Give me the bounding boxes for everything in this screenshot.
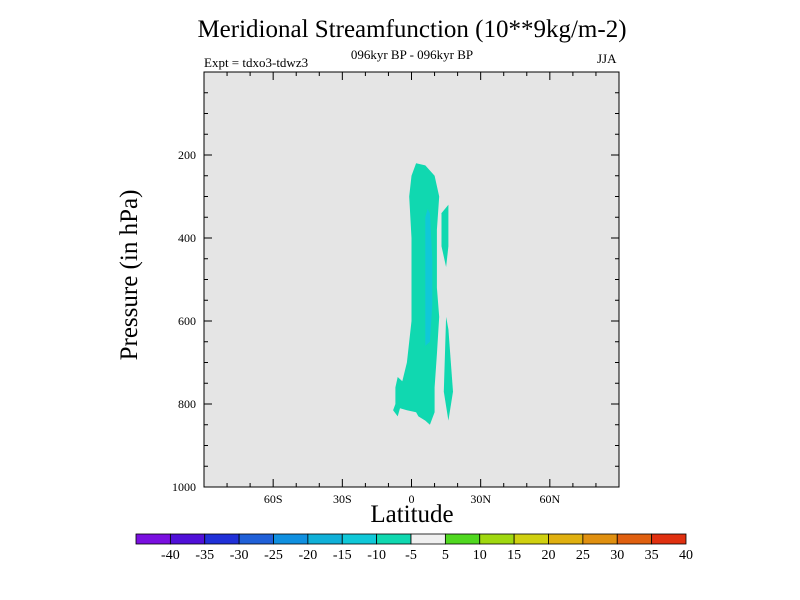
- colorbar-swatch: [651, 533, 687, 545]
- x-tick-label: 60S: [264, 492, 283, 506]
- y-tick-label: 400: [178, 231, 196, 245]
- contour-region-3: [425, 209, 433, 346]
- colorbar-swatch: [169, 533, 206, 545]
- colorbar-swatch: [273, 533, 309, 545]
- colorbar-swatch: [410, 533, 446, 545]
- y-tick-label: 1000: [172, 480, 196, 494]
- colorbar-label: 15: [507, 548, 521, 563]
- colorbar-swatch: [479, 533, 515, 545]
- colorbar-swatch: [444, 533, 481, 545]
- season-label: JJA: [597, 51, 617, 66]
- colorbar-label: -40: [161, 548, 180, 563]
- colorbar-label: -30: [230, 548, 249, 563]
- contour-region-2: [443, 316, 453, 421]
- x-tick-label: 30S: [333, 492, 352, 506]
- colorbar-swatch: [341, 533, 378, 545]
- colorbar-swatch: [376, 533, 412, 545]
- colorbar-label: -35: [195, 548, 214, 563]
- colorbar-label: 10: [473, 548, 487, 563]
- colorbar-label: 25: [576, 548, 590, 563]
- colorbar-swatch: [616, 533, 653, 545]
- colorbar-swatch: [204, 533, 240, 545]
- contour-regions: [393, 163, 453, 425]
- colorbar-swatch: [548, 533, 584, 545]
- contour-region-1: [441, 204, 449, 267]
- experiment-label: Expt = tdxo3-tdwz3: [204, 55, 309, 70]
- chart-title: Meridional Streamfunction (10**9kg/m-2): [197, 16, 627, 43]
- x-axis-label: Latitude: [370, 501, 454, 528]
- x-tick-label: 30N: [470, 492, 491, 506]
- y-tick-label: 800: [178, 397, 196, 411]
- colorbar-label: -10: [367, 548, 386, 563]
- colorbar-label: -20: [299, 548, 318, 563]
- colorbar-label: -25: [264, 548, 283, 563]
- colorbar-label: 40: [679, 548, 693, 563]
- x-tick-label: 60N: [539, 492, 560, 506]
- chart-subtitle: 096kyr BP - 096kyr BP: [350, 47, 474, 62]
- y-tick-label: 600: [178, 314, 196, 328]
- colorbar-swatch: [238, 533, 274, 545]
- x-tick-label: 0: [409, 492, 415, 506]
- colorbar-label: -15: [333, 548, 352, 563]
- axis-ticks: 60S 30S 0 30N 60N 200 400 600 800 1000: [172, 72, 620, 506]
- colorbar-label: 30: [610, 548, 624, 563]
- colorbar-label: -5: [405, 548, 417, 563]
- colorbar-swatch: [307, 533, 343, 545]
- colorbar-label: 5: [442, 548, 449, 563]
- colorbar-swatch: [582, 533, 618, 545]
- colorbar-label: 35: [645, 548, 659, 563]
- colorbar: -40 -35 -30 -25 -20 -15 -10 -5 5 10 15 20 25 30 35 40: [135, 533, 693, 563]
- colorbar-label: 20: [542, 548, 556, 563]
- colorbar-swatch: [513, 533, 549, 545]
- colorbar-swatch: [135, 533, 171, 545]
- y-tick-label: 200: [178, 148, 196, 162]
